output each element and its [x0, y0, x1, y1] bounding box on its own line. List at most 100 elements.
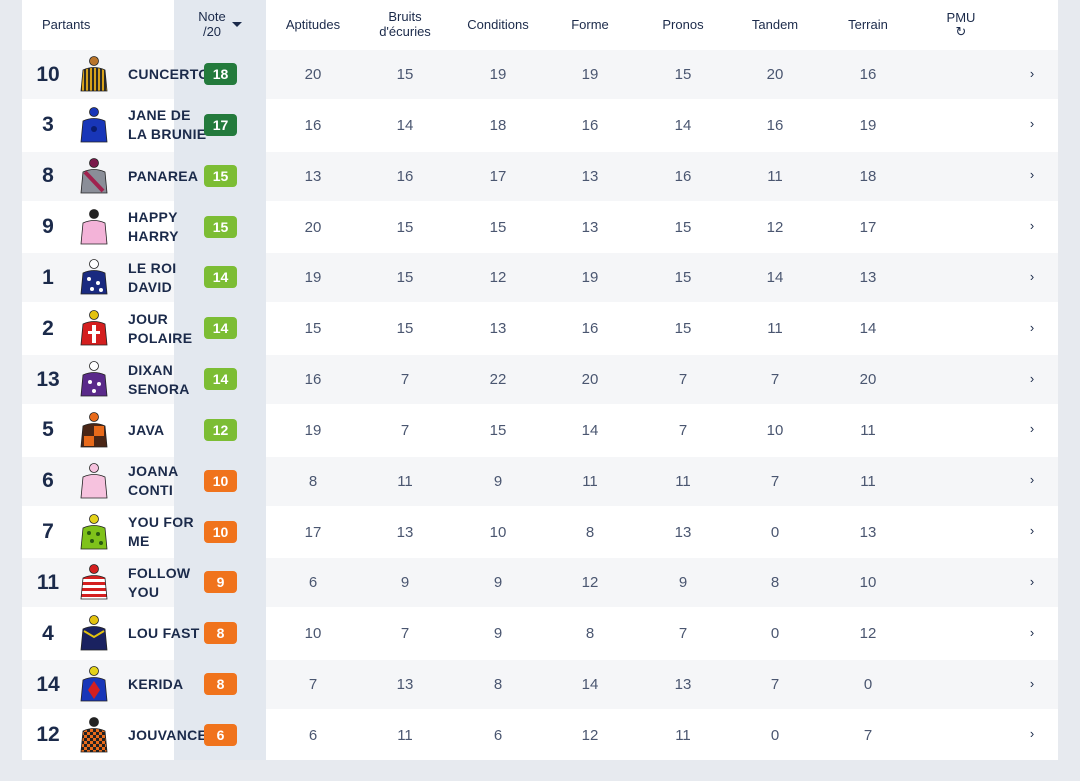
header-pmu[interactable]: PMU ↻ [921, 0, 1001, 48]
table-row[interactable]: 9 HAPPY HARRY 15 20 15 15 13 15 12 17 › [22, 202, 1058, 252]
table-row[interactable]: 5 JAVA 12 19 7 15 14 7 10 11 › [22, 405, 1058, 455]
refresh-icon[interactable]: ↻ [955, 23, 967, 39]
cell-aptitudes: 16 [304, 371, 322, 389]
note-badge: 15 [204, 215, 237, 238]
cell-forme: 19 [581, 66, 599, 83]
cell-tandem: 7 [770, 676, 780, 694]
header-aptitudes[interactable]: Aptitudes [273, 0, 353, 48]
chevron-right-icon[interactable]: › [1029, 523, 1035, 539]
horse-name[interactable]: LOU FAST [128, 625, 200, 642]
header-bruits-label: Bruits [388, 9, 422, 24]
table-row[interactable]: 2 JOUR POLAIRE 14 15 15 13 16 15 11 14 › [22, 304, 1058, 354]
horse-number: 13 [36, 367, 60, 391]
cell-pronos: 9 [678, 574, 688, 592]
cell-bruits: 15 [396, 269, 414, 287]
table-row[interactable]: 6 JOANA CONTI 10 8 11 9 11 11 7 11 › [22, 456, 1058, 506]
header-note-sort[interactable]: Note /20 [174, 0, 266, 48]
header-terrain-label: Terrain [848, 16, 888, 32]
note-badge: 10 [204, 469, 237, 492]
cell-conditions: 19 [489, 66, 507, 83]
cell-bruits: 14 [396, 116, 414, 134]
horse-name[interactable]: KERIDA [128, 676, 184, 693]
cell-forme: 11 [582, 472, 598, 490]
chevron-right-icon[interactable]: › [1029, 421, 1035, 437]
cell-terrain: 11 [860, 421, 876, 439]
horse-name[interactable]: JOANA CONTI [128, 463, 178, 499]
horse-name[interactable]: JAVA [128, 421, 165, 438]
horse-name[interactable]: FOLLOW YOU [128, 564, 191, 600]
horse-name[interactable]: JANE DE LA BRUNIE [128, 107, 207, 143]
cell-pronos: 11 [675, 726, 691, 744]
chevron-right-icon[interactable]: › [1029, 268, 1035, 284]
table-row[interactable]: 13 DIXAN SENORA 14 16 7 22 20 7 7 20 › [22, 355, 1058, 405]
table-row[interactable]: 4 LOU FAST 8 10 7 9 8 7 0 12 › [22, 609, 1058, 659]
table-row[interactable]: 7 YOU FOR ME 10 17 13 10 8 13 0 13 › [22, 507, 1058, 557]
horse-name[interactable]: JOUVANCE [128, 726, 208, 743]
chevron-right-icon[interactable]: › [1029, 472, 1035, 488]
cell-bruits: 7 [400, 421, 410, 439]
table-row[interactable]: 8 PANAREA 15 13 16 17 13 16 11 18 › [22, 151, 1058, 201]
chevron-right-icon[interactable]: › [1029, 319, 1035, 335]
cell-forme: 12 [581, 574, 599, 592]
horse-name[interactable]: PANAREA [128, 167, 199, 184]
header-tandem[interactable]: Tandem [735, 0, 815, 48]
header-tandem-label: Tandem [751, 16, 799, 32]
header-conditions[interactable]: Conditions [458, 0, 538, 48]
cell-aptitudes: 6 [308, 574, 318, 592]
cell-aptitudes: 7 [308, 676, 318, 694]
header-forme[interactable]: Forme [550, 0, 630, 48]
table-row[interactable]: 12 JOUVANCE 6 6 11 6 12 11 0 7 › [22, 710, 1058, 760]
caret-down-icon[interactable] [231, 21, 242, 27]
horse-name[interactable]: DIXAN SENORA [128, 361, 190, 397]
note-badge: 14 [204, 317, 237, 340]
cell-conditions: 12 [489, 269, 507, 287]
table-row[interactable]: 11 FOLLOW YOU 9 6 9 9 12 9 8 10 › [22, 558, 1058, 608]
cell-aptitudes: 20 [304, 218, 322, 236]
chevron-right-icon[interactable]: › [1029, 370, 1035, 386]
table-row[interactable]: 10 CUNCERTO 18 20 15 19 19 15 20 16 › [22, 50, 1058, 99]
cell-bruits: 11 [397, 472, 413, 490]
cell-bruits: 13 [396, 676, 414, 694]
cell-aptitudes: 20 [304, 66, 322, 83]
chevron-right-icon[interactable]: › [1029, 116, 1035, 132]
cell-pronos: 15 [674, 66, 692, 83]
cell-tandem: 7 [770, 472, 780, 490]
horse-number: 9 [42, 215, 54, 239]
chevron-right-icon[interactable]: › [1029, 573, 1035, 589]
horse-name[interactable]: CUNCERTO [128, 66, 210, 82]
chevron-right-icon[interactable]: › [1029, 675, 1035, 691]
cell-tandem: 0 [770, 523, 780, 541]
cell-tandem: 0 [770, 726, 780, 744]
cell-aptitudes: 19 [304, 421, 322, 439]
horse-name[interactable]: JOUR POLAIRE [128, 310, 193, 346]
cell-pronos: 15 [674, 320, 692, 338]
chevron-right-icon[interactable]: › [1029, 218, 1035, 234]
horse-name[interactable]: HAPPY HARRY [128, 209, 179, 245]
cell-forme: 8 [585, 523, 595, 541]
chevron-right-icon[interactable]: › [1029, 726, 1035, 742]
table-row[interactable]: 1 LE ROI DAVID 14 19 15 12 19 15 14 13 › [22, 253, 1058, 303]
cell-forme: 8 [585, 625, 595, 643]
header-pmu-label: PMU [946, 9, 976, 25]
horse-name[interactable]: YOU FOR ME [128, 514, 194, 550]
note-badge: 15 [204, 164, 237, 187]
header-forme-label: Forme [571, 16, 609, 32]
header-partants[interactable]: Partants [42, 0, 122, 48]
header-bruits[interactable]: Bruits d'écuries [365, 0, 445, 48]
horse-name[interactable]: LE ROI DAVID [128, 259, 177, 295]
table-row[interactable]: 3 JANE DE LA BRUNIE 17 16 14 18 16 14 16 19 › [22, 100, 1058, 150]
header-pronos[interactable]: Pronos [643, 0, 723, 48]
cell-conditions: 18 [489, 116, 507, 134]
header-terrain[interactable]: Terrain [828, 0, 908, 48]
table-row[interactable]: 14 KERIDA 8 7 13 8 14 13 7 0 › [22, 660, 1058, 710]
cell-aptitudes: 17 [304, 523, 322, 541]
cell-aptitudes: 13 [304, 167, 322, 185]
cell-aptitudes: 6 [308, 726, 318, 744]
cell-conditions: 13 [489, 320, 507, 338]
cell-terrain: 19 [859, 116, 877, 134]
jockey-silk-icon [78, 717, 110, 755]
chevron-right-icon[interactable]: › [1029, 624, 1035, 640]
chevron-right-icon[interactable]: › [1029, 167, 1035, 183]
chevron-right-icon[interactable]: › [1029, 65, 1035, 81]
cell-pronos: 11 [675, 472, 691, 490]
